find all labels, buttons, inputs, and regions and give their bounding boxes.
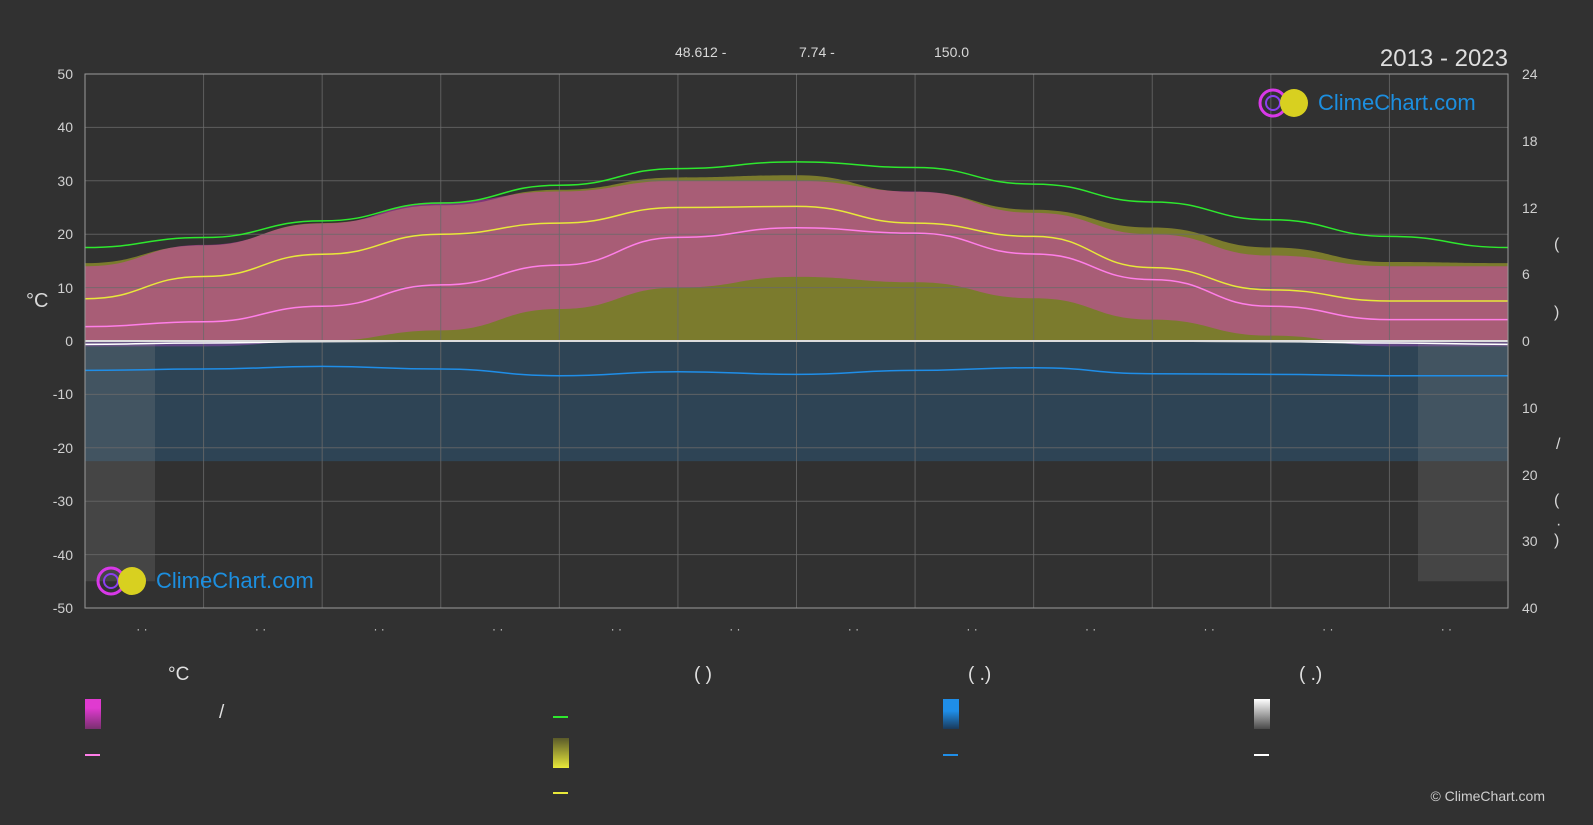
sunshine-line	[84, 205, 1508, 302]
legend-swatch-snow	[1254, 699, 1270, 729]
logo-icon	[1258, 88, 1308, 118]
y-tick-left: -40	[52, 546, 73, 563]
y-axis-right-upper-open: (	[1554, 236, 1560, 253]
x-tick: · ·	[1084, 622, 1097, 636]
y-tick-right-upper: 24	[1522, 66, 1538, 82]
legend-line-temp-mean	[85, 754, 100, 756]
rain-line	[84, 365, 1508, 377]
y-tick-left: -30	[52, 493, 73, 510]
y-tick-left: 50	[57, 66, 73, 82]
legend-line-rain	[943, 754, 958, 756]
y-tick-right-lower: 30	[1522, 533, 1538, 550]
snow-band-end	[1418, 341, 1508, 582]
legend-heading-snow: ( .)	[1299, 664, 1323, 685]
y-axis-right-lower-slash: /	[1556, 436, 1561, 453]
logo-text: ClimeChart.com	[1318, 90, 1476, 115]
x-tick: · ·	[1203, 622, 1215, 636]
y-tick-right-upper: 12	[1522, 199, 1538, 216]
y-axis-left-title: °C	[26, 290, 49, 312]
logo-icon	[96, 566, 146, 596]
temp-mean-line	[84, 227, 1508, 328]
year-range: 2013 - 2023	[1379, 45, 1508, 72]
y-tick-right-upper: 0	[1522, 333, 1530, 349]
y-tick-left: 0	[65, 333, 73, 349]
plot-frame	[84, 73, 1509, 609]
legend-heading-rain: ( .)	[968, 664, 992, 685]
y-tick-left: 40	[57, 119, 73, 136]
x-tick: · ·	[966, 622, 978, 636]
legend-swatch-sunshine	[553, 738, 569, 768]
x-tick: · ·	[492, 622, 504, 636]
y-tick-right-lower: 40	[1522, 600, 1538, 616]
y-tick-left: 10	[57, 279, 73, 296]
y-tick-left: -50	[52, 600, 73, 616]
logo-text: ClimeChart.com	[156, 568, 314, 593]
y-tick-right-lower: 20	[1522, 466, 1538, 483]
longitude-text: 7.74 -	[799, 44, 835, 60]
elevation-text: 150.0	[934, 44, 970, 60]
logo-top[interactable]: ClimeChart.com	[1258, 88, 1476, 118]
x-tick: · ·	[373, 622, 385, 636]
y-axis-right-upper-close: )	[1554, 304, 1560, 321]
x-tick: · ·	[729, 622, 741, 636]
x-tick: · ·	[1322, 622, 1334, 636]
y-tick-right-lower: 10	[1522, 399, 1538, 416]
y-tick-left: 20	[57, 226, 73, 243]
legend-temp-range-label: /	[219, 702, 225, 723]
copyright: © ClimeChart.com	[1430, 788, 1545, 804]
logo-bottom[interactable]: ClimeChart.com	[96, 566, 314, 596]
y-tick-left: -20	[52, 439, 73, 456]
y-axis-right-lower-dot: ·	[1556, 516, 1562, 533]
snow-band-start	[85, 341, 155, 582]
x-tick: · ·	[136, 622, 148, 636]
y-tick-right-upper: 18	[1522, 132, 1538, 149]
x-tick: · ·	[254, 622, 267, 636]
latitude-text: 48.612 -	[675, 44, 727, 60]
y-axis-right-lower-close: )	[1554, 532, 1560, 549]
legend-line-daylight	[553, 716, 568, 718]
x-tick: · ·	[610, 622, 622, 636]
daylight-line	[84, 161, 1509, 249]
y-tick-left: 30	[57, 172, 73, 189]
legend-heading-temperature: °C	[168, 664, 190, 685]
legend-heading-sun: ( )	[694, 664, 712, 685]
x-tick: · ·	[847, 622, 860, 636]
legend-line-sunshine	[553, 792, 568, 794]
y-axis-right-lower-open: (	[1554, 492, 1560, 509]
legend-swatch-rain	[943, 699, 959, 729]
y-tick-right-upper: 6	[1522, 266, 1530, 283]
x-tick: · ·	[1440, 622, 1453, 636]
legend-line-snow	[1254, 754, 1269, 756]
y-tick-left: -10	[52, 386, 73, 403]
legend-swatch-temp-range	[85, 699, 101, 729]
